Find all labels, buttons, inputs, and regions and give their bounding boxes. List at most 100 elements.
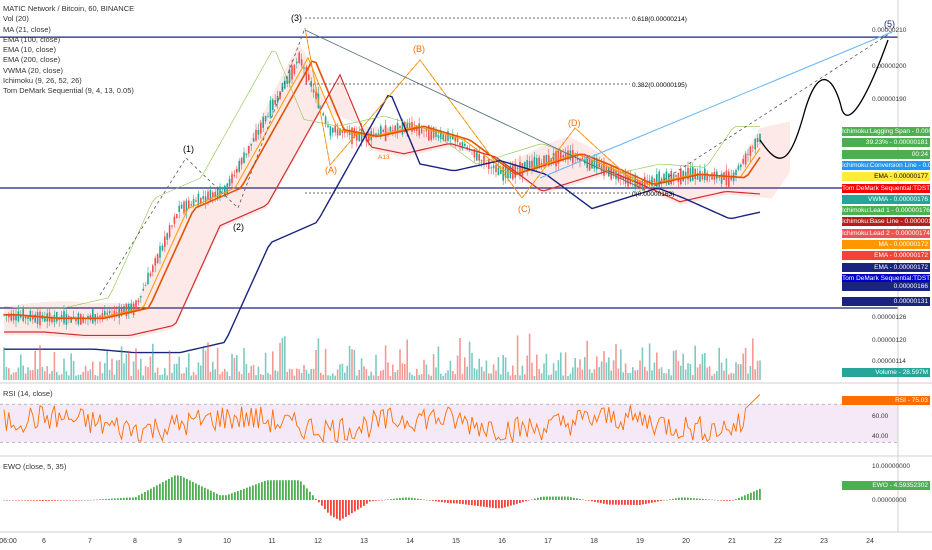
candle-body — [408, 122, 411, 129]
candle-body — [108, 311, 111, 314]
ewo-bar — [96, 499, 98, 501]
volume-bar — [574, 358, 576, 380]
candle-body — [672, 174, 675, 181]
volume-bar — [322, 374, 324, 380]
volume-bar — [636, 369, 639, 380]
indicator-label[interactable]: Tom DeMark Sequential (9, 4, 13, 0.05) — [3, 86, 134, 96]
volume-bar — [689, 363, 692, 380]
volume-bar — [639, 360, 641, 380]
candle-body — [742, 159, 744, 164]
volume-bar — [27, 367, 29, 380]
candle-body — [754, 138, 756, 150]
candle-body — [567, 150, 569, 160]
candle-body — [744, 153, 747, 165]
ewo-bar — [258, 483, 260, 500]
volume-bar — [272, 351, 274, 380]
ewo-bar — [237, 491, 239, 500]
volume-bar — [435, 367, 437, 380]
candle-body — [20, 314, 22, 318]
indicator-label[interactable]: EMA (10, close) — [3, 45, 56, 55]
candle-body — [483, 155, 485, 164]
candle-body — [557, 150, 560, 164]
volume-bar — [8, 368, 10, 380]
volume-bar — [495, 370, 497, 380]
ewo-bar — [444, 500, 446, 503]
volume-bar — [452, 371, 454, 380]
volume-bar — [519, 375, 521, 380]
candle-body — [588, 155, 591, 171]
indicator-label[interactable]: EMA (100, close) — [3, 34, 61, 44]
ewo-title[interactable]: EWO (close, 5, 35) — [3, 462, 67, 471]
volume-bar — [591, 372, 593, 380]
candle-body — [706, 172, 708, 181]
candle-body — [682, 170, 684, 181]
symbol-title[interactable]: MATIC Network / Bitcoin, 60, BINANCE — [3, 4, 135, 13]
candle-body — [605, 166, 608, 171]
indicator-label[interactable]: VWMA (20, close) — [3, 65, 64, 75]
candle-body — [358, 132, 360, 142]
candle-body — [238, 160, 240, 172]
rsi-pane[interactable] — [0, 394, 898, 444]
volume-bar — [356, 375, 358, 380]
volume-bar — [149, 356, 152, 380]
candle-body — [257, 130, 260, 135]
price-axis-label: 0.00000190 — [872, 96, 907, 103]
candle-body — [694, 168, 696, 179]
indicator-label[interactable]: Ichimoku (9, 26, 52, 26) — [3, 76, 82, 86]
volume-bar — [12, 372, 15, 380]
price-axis-label: 0.00000200 — [872, 63, 907, 70]
rsi-title[interactable]: RSI (14, close) — [3, 389, 53, 398]
ewo-bar — [510, 500, 512, 506]
volume-bar — [605, 362, 608, 380]
candle-body — [699, 170, 701, 182]
ma-21-line — [4, 60, 761, 320]
price-pane[interactable]: 0.618(0.00000214) 0.382(0.00000195) 0(0.00… — [0, 13, 898, 380]
candle-body — [514, 163, 516, 178]
candle-body — [730, 175, 732, 180]
volume-bar — [348, 345, 351, 380]
ewo-pane[interactable] — [3, 475, 761, 521]
volume-bar — [699, 364, 701, 380]
ewo-bar — [327, 500, 329, 513]
indicator-label[interactable]: EMA (200, close) — [3, 55, 61, 65]
candle-body — [737, 165, 740, 170]
ewo-bar — [408, 497, 410, 500]
ewo-bar — [534, 498, 536, 500]
volume-bar — [610, 370, 612, 380]
candle-body — [152, 265, 154, 272]
candle-body — [507, 168, 509, 179]
ewo-bar — [231, 493, 233, 500]
volume-bar — [440, 373, 442, 380]
volume-bar — [94, 375, 96, 380]
ewo-bar — [360, 500, 362, 508]
volume-bar — [226, 371, 228, 380]
ewo-bar — [45, 500, 47, 501]
ewo-bar — [663, 500, 665, 501]
ewo-bar — [633, 500, 635, 505]
ewo-level-label: 10.00000000 — [872, 463, 910, 470]
candle-body — [442, 134, 444, 140]
volume-bar — [176, 363, 178, 380]
candle-body — [497, 167, 500, 176]
ewo-bar — [153, 487, 155, 500]
ewo-bar — [21, 500, 23, 501]
volume-bar — [732, 373, 735, 380]
candle-body — [560, 150, 562, 160]
candle-body — [305, 66, 308, 83]
volume-bar — [483, 371, 485, 380]
candle-body — [192, 198, 195, 207]
volume-bar — [320, 372, 322, 380]
ewo-bar — [219, 495, 221, 500]
volume-bar — [3, 347, 5, 380]
indicator-label[interactable]: MA (21, close) — [3, 24, 51, 34]
indicator-label[interactable]: Vol (20) — [3, 14, 29, 24]
volume-bar — [82, 371, 84, 380]
ewo-bar — [429, 500, 431, 501]
ewo-bar — [672, 498, 674, 500]
volume-bar — [113, 374, 116, 380]
candle-body — [80, 314, 82, 325]
ewo-bar — [150, 488, 152, 500]
candle-body — [555, 151, 557, 167]
candle-body — [519, 161, 521, 176]
